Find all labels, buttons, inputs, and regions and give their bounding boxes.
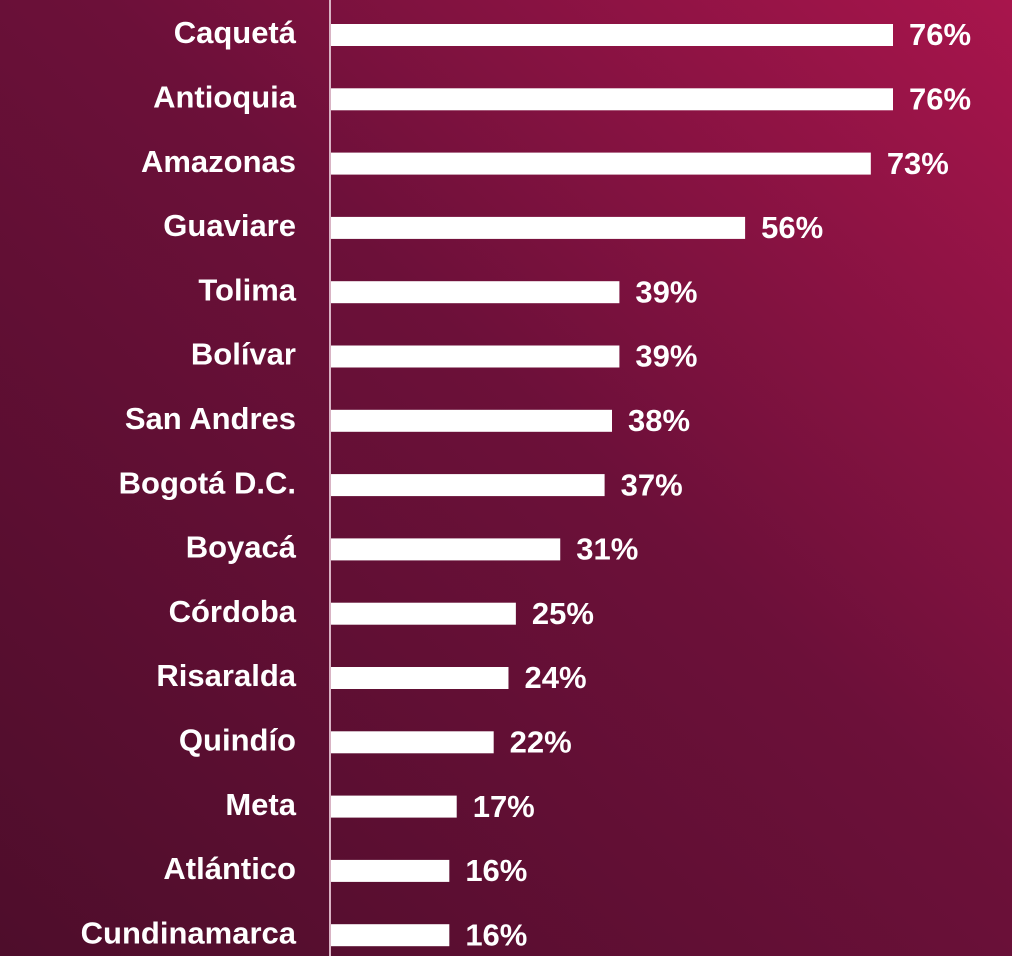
bar xyxy=(331,860,449,882)
category-label: Tolima xyxy=(198,272,296,307)
category-label: Risaralda xyxy=(156,658,296,693)
value-label: 16% xyxy=(465,917,527,952)
bar xyxy=(331,924,449,946)
bar xyxy=(331,88,893,110)
bar xyxy=(331,24,893,46)
category-label: Guaviare xyxy=(163,208,296,243)
value-label: 76% xyxy=(909,81,971,116)
category-label: Cundinamarca xyxy=(81,915,297,950)
value-label: 56% xyxy=(761,210,823,245)
bar xyxy=(331,796,457,818)
value-label: 39% xyxy=(635,339,697,374)
bar xyxy=(331,667,508,689)
value-label: 39% xyxy=(635,274,697,309)
chart: Caquetá 76% Antioquia 76% Amazonas 73% Guaviar… xyxy=(0,0,1012,956)
bar xyxy=(331,153,871,175)
category-label: Caquetá xyxy=(174,15,297,50)
value-label: 37% xyxy=(621,467,683,502)
bar xyxy=(331,217,745,239)
category-label: Antioquia xyxy=(153,79,297,114)
value-label: 73% xyxy=(887,146,949,181)
category-label: Amazonas xyxy=(141,144,296,179)
category-label: Córdoba xyxy=(169,594,297,629)
category-label: Boyacá xyxy=(186,530,297,565)
bar xyxy=(331,346,619,368)
category-label: Meta xyxy=(225,787,296,822)
bar xyxy=(331,538,560,560)
category-label: Bolívar xyxy=(191,337,296,372)
category-label: Atlántico xyxy=(163,851,296,886)
category-label: Quindío xyxy=(179,722,296,757)
bar xyxy=(331,603,516,625)
value-label: 24% xyxy=(524,660,586,695)
value-label: 16% xyxy=(465,853,527,888)
bar xyxy=(331,281,619,303)
value-label: 38% xyxy=(628,403,690,438)
bar xyxy=(331,474,605,496)
value-label: 76% xyxy=(909,17,971,52)
value-label: 17% xyxy=(473,789,535,824)
bar xyxy=(331,410,612,432)
value-label: 31% xyxy=(576,532,638,567)
bar xyxy=(331,731,494,753)
value-label: 22% xyxy=(510,724,572,759)
value-label: 25% xyxy=(532,596,594,631)
category-label: San Andres xyxy=(125,401,296,436)
category-label: Bogotá D.C. xyxy=(119,465,296,500)
page: {"chart_data": {"type": "hbar", "categor… xyxy=(0,0,1012,956)
